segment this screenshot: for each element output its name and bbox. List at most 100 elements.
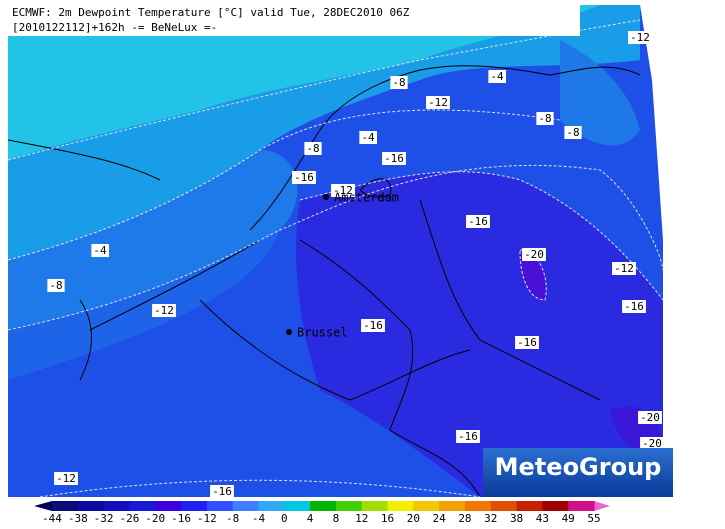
colorbar-segment [464, 501, 492, 511]
colorbar-label: -20 [145, 512, 165, 525]
colorbar-label: 4 [307, 512, 314, 525]
contour-label: -20 [524, 248, 544, 261]
city-label: Brussel [297, 326, 348, 340]
map-area [8, 5, 663, 497]
contour-label-box [640, 437, 664, 450]
contour-label-box [638, 411, 662, 424]
colorbar-label: -32 [94, 512, 114, 525]
colorbar-label: 38 [510, 512, 523, 525]
contour-label: -8 [392, 76, 405, 89]
contour-label: -12 [333, 184, 353, 197]
contour-label: -16 [517, 336, 537, 349]
contour-label: -4 [361, 131, 375, 144]
colorbar-label: 49 [562, 512, 575, 525]
contour-label: -16 [624, 300, 644, 313]
contour-label: -16 [458, 430, 478, 443]
contour-label-box [54, 472, 78, 485]
colorbar-label: -16 [171, 512, 191, 525]
contour-label: -4 [490, 70, 504, 83]
colorbar-segment [310, 501, 337, 511]
colorbar-segment [542, 501, 569, 511]
contour-label-box [515, 336, 539, 349]
contour-label-box [390, 76, 408, 89]
logo-box [483, 448, 673, 497]
colorbar-segment [387, 501, 414, 511]
colorbar-segment [206, 501, 234, 511]
colorbar-label: 0 [281, 512, 288, 525]
contour-label: -12 [154, 304, 174, 317]
contour-label: -12 [56, 472, 76, 485]
colorbar-segment [284, 501, 311, 511]
contour-label-box [91, 244, 109, 257]
contour-labels: -12 -8 -4 -12 -8 -8 -4 -8 -16 -16 -12 -1… [47, 31, 664, 498]
contour-label-box [536, 112, 554, 125]
contour-label-box [382, 152, 406, 165]
colorbar-segment [490, 501, 518, 511]
logo: MeteoGroup [495, 453, 662, 481]
colorbar-segment [232, 501, 259, 511]
colorbar-segment [155, 501, 182, 511]
contour-label: -12 [428, 96, 448, 109]
colorbar: -44 -38 -32 -26 -20 -16 -12 -8 -4 0 4 8 12 16 20 24 28 32… [34, 501, 610, 525]
colorbar-label: -8 [226, 512, 239, 525]
contour-label: -12 [630, 31, 650, 44]
contour-label: -8 [538, 112, 551, 125]
colorbar-segment [439, 501, 466, 511]
contour-label-box [304, 142, 322, 155]
title-box [8, 5, 580, 36]
contour-label: -16 [294, 171, 314, 184]
contour-label-box [361, 319, 385, 332]
contour-label: -16 [212, 485, 232, 498]
colorbar-segment [129, 501, 156, 511]
contour-label: -8 [306, 142, 319, 155]
contour-label-box [47, 279, 65, 292]
contour-label-box [622, 300, 646, 313]
colorbar-label: -12 [197, 512, 217, 525]
colorbar-label: 43 [536, 512, 549, 525]
contour-label-box [292, 171, 316, 184]
colorbar-segment [52, 501, 79, 511]
contour-label: -4 [93, 244, 107, 257]
colorbar-label: -4 [252, 512, 266, 525]
contour-label: -8 [566, 126, 579, 139]
city-dot [323, 194, 329, 200]
contour-label-box [488, 70, 506, 83]
colorbar-label: 20 [407, 512, 420, 525]
colorbar-under [34, 501, 52, 511]
title: ECMWF: 2m Dewpoint Temperature [°C] vali… [12, 6, 410, 19]
colorbar-label: 12 [355, 512, 368, 525]
coastlines [8, 65, 641, 497]
contour-label: -16 [363, 319, 383, 332]
colorbar-segment [258, 501, 285, 511]
city-label: Amsterdam [334, 191, 399, 205]
contour-label-box [426, 96, 450, 109]
contour-label-box [612, 262, 636, 275]
colorbar-label: 55 [587, 512, 600, 525]
colorbar-segment [361, 501, 389, 511]
contour-label-box [152, 304, 176, 317]
colorbar-segment [413, 501, 440, 511]
colorbar-segment [77, 501, 105, 511]
colorbar-segment [181, 501, 208, 511]
subtitle: [2010122112]+162h -= BeNeLux =- [12, 21, 217, 34]
colorbar-segment [516, 501, 543, 511]
contour-label-box [466, 215, 490, 228]
colorbar-label: -38 [68, 512, 88, 525]
contour-label: -16 [468, 215, 488, 228]
colorbar-segment [568, 501, 595, 511]
contour-label-box [210, 485, 234, 498]
contour-label-box [359, 131, 377, 144]
colorbar-label: 28 [458, 512, 471, 525]
contour-label: -20 [642, 437, 662, 450]
city-dot [286, 329, 292, 335]
contour-label-box [628, 31, 652, 44]
colorbar-segment [335, 501, 363, 511]
contour-label-box [522, 248, 546, 261]
contour-label: -20 [640, 411, 660, 424]
colorbar-segment [103, 501, 130, 511]
contour-label: -12 [614, 262, 634, 275]
colorbar-label: -26 [119, 512, 139, 525]
colorbar-label: 32 [484, 512, 497, 525]
